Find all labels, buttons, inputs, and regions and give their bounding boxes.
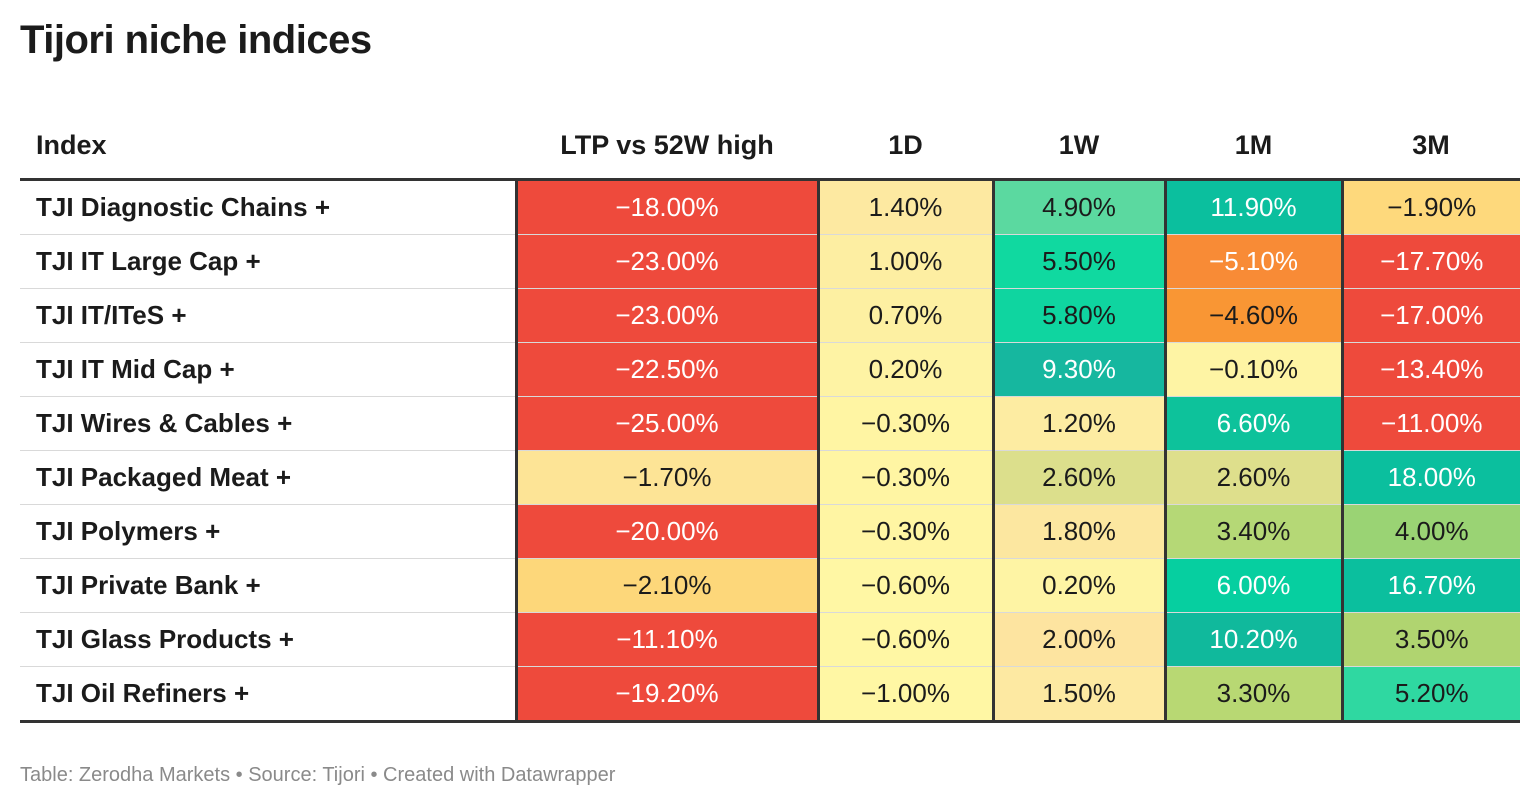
value-cell-ltp-vs-52w-high: −20.00% <box>514 504 818 559</box>
column-header-ltp-vs-52w-high[interactable]: LTP vs 52W high <box>516 112 818 181</box>
value-cell-1d: −1.00% <box>816 666 993 723</box>
value-cell-1w: 1.80% <box>991 504 1165 559</box>
index-name-cell: TJI IT/ITeS + <box>20 288 516 343</box>
value-cell-ltp-vs-52w-high: −22.50% <box>514 342 818 397</box>
value-cell-3m: −11.00% <box>1340 396 1520 451</box>
index-name-cell: TJI Polymers + <box>20 504 516 559</box>
value-cell-1w: 9.30% <box>991 342 1165 397</box>
value-cell-1m: 6.00% <box>1163 558 1342 613</box>
value-cell-ltp-vs-52w-high: −2.10% <box>514 558 818 613</box>
value-cell-1m: 11.90% <box>1163 179 1342 235</box>
column-header-1d[interactable]: 1D <box>818 112 993 181</box>
index-name-cell: TJI Glass Products + <box>20 612 516 667</box>
index-name-cell: TJI Oil Refiners + <box>20 666 516 723</box>
index-name-cell: TJI IT Large Cap + <box>20 234 516 289</box>
value-cell-1d: −0.30% <box>816 504 993 559</box>
table-row: TJI Glass Products + −11.10% −0.60% 2.00% 10… <box>20 612 1520 667</box>
value-cell-3m: 16.70% <box>1340 558 1520 613</box>
value-cell-1w: 1.50% <box>991 666 1165 723</box>
value-cell-ltp-vs-52w-high: −23.00% <box>514 288 818 343</box>
value-cell-3m: 4.00% <box>1340 504 1520 559</box>
chart-title: Tijori niche indices <box>20 18 372 62</box>
value-cell-3m: −13.40% <box>1340 342 1520 397</box>
footer-credits: Table: Zerodha Markets • Source: Tijori … <box>20 764 616 786</box>
value-cell-1d: −0.30% <box>816 450 993 505</box>
value-cell-ltp-vs-52w-high: −19.20% <box>514 666 818 723</box>
value-cell-3m: −17.70% <box>1340 234 1520 289</box>
table-row: TJI IT Large Cap + −23.00% 1.00% 5.50% −5.10… <box>20 234 1520 289</box>
value-cell-ltp-vs-52w-high: −25.00% <box>514 396 818 451</box>
value-cell-1d: −0.30% <box>816 396 993 451</box>
value-cell-3m: 18.00% <box>1340 450 1520 505</box>
value-cell-1m: 3.40% <box>1163 504 1342 559</box>
table-body: TJI Diagnostic Chains + −18.00% 1.40% 4.90%… <box>20 179 1520 723</box>
table-row: TJI Diagnostic Chains + −18.00% 1.40% 4.90%… <box>20 179 1520 235</box>
value-cell-1m: −4.60% <box>1163 288 1342 343</box>
header-row: Index LTP vs 52W high 1D 1W 1M 3M <box>20 112 1520 181</box>
value-cell-ltp-vs-52w-high: −1.70% <box>514 450 818 505</box>
value-cell-1w: 0.20% <box>991 558 1165 613</box>
value-cell-ltp-vs-52w-high: −23.00% <box>514 234 818 289</box>
value-cell-1w: 5.50% <box>991 234 1165 289</box>
value-cell-1d: −0.60% <box>816 558 993 613</box>
table-row: TJI IT Mid Cap + −22.50% 0.20% 9.30% −0.10% −… <box>20 342 1520 397</box>
table-row: TJI Polymers + −20.00% −0.30% 1.80% 3.40% 4.0… <box>20 504 1520 559</box>
value-cell-3m: −17.00% <box>1340 288 1520 343</box>
value-cell-1d: 1.00% <box>816 234 993 289</box>
index-name-cell: TJI Private Bank + <box>20 558 516 613</box>
value-cell-1d: 0.20% <box>816 342 993 397</box>
column-header-index[interactable]: Index <box>20 112 516 181</box>
value-cell-ltp-vs-52w-high: −11.10% <box>514 612 818 667</box>
table-row: TJI Wires & Cables + −25.00% −0.30% 1.20% 6.… <box>20 396 1520 451</box>
value-cell-1d: −0.60% <box>816 612 993 667</box>
value-cell-1w: 5.80% <box>991 288 1165 343</box>
value-cell-1w: 4.90% <box>991 179 1165 235</box>
value-cell-3m: −1.90% <box>1340 179 1520 235</box>
table-row: TJI Oil Refiners + −19.20% −1.00% 1.50% 3.30… <box>20 666 1520 723</box>
value-cell-3m: 3.50% <box>1340 612 1520 667</box>
value-cell-1m: 2.60% <box>1163 450 1342 505</box>
column-header-1m[interactable]: 1M <box>1165 112 1342 181</box>
value-cell-ltp-vs-52w-high: −18.00% <box>514 179 818 235</box>
value-cell-1w: 2.60% <box>991 450 1165 505</box>
value-cell-1d: 0.70% <box>816 288 993 343</box>
value-cell-3m: 5.20% <box>1340 666 1520 723</box>
column-header-1w[interactable]: 1W <box>993 112 1165 181</box>
index-name-cell: TJI Packaged Meat + <box>20 450 516 505</box>
index-name-cell: TJI IT Mid Cap + <box>20 342 516 397</box>
value-cell-1d: 1.40% <box>816 179 993 235</box>
column-header-3m[interactable]: 3M <box>1342 112 1520 181</box>
value-cell-1w: 2.00% <box>991 612 1165 667</box>
value-cell-1m: −0.10% <box>1163 342 1342 397</box>
value-cell-1w: 1.20% <box>991 396 1165 451</box>
table-row: TJI Private Bank + −2.10% −0.60% 0.20% 6.00%… <box>20 558 1520 613</box>
table-row: TJI IT/ITeS + −23.00% 0.70% 5.80% −4.60% −17.… <box>20 288 1520 343</box>
value-cell-1m: −5.10% <box>1163 234 1342 289</box>
value-cell-1m: 10.20% <box>1163 612 1342 667</box>
index-name-cell: TJI Wires & Cables + <box>20 396 516 451</box>
value-cell-1m: 3.30% <box>1163 666 1342 723</box>
index-name-cell: TJI Diagnostic Chains + <box>20 179 516 235</box>
table-row: TJI Packaged Meat + −1.70% −0.30% 2.60% 2.60… <box>20 450 1520 505</box>
value-cell-1m: 6.60% <box>1163 396 1342 451</box>
indices-table: Index LTP vs 52W high 1D 1W 1M 3M TJI Di… <box>20 112 1520 723</box>
